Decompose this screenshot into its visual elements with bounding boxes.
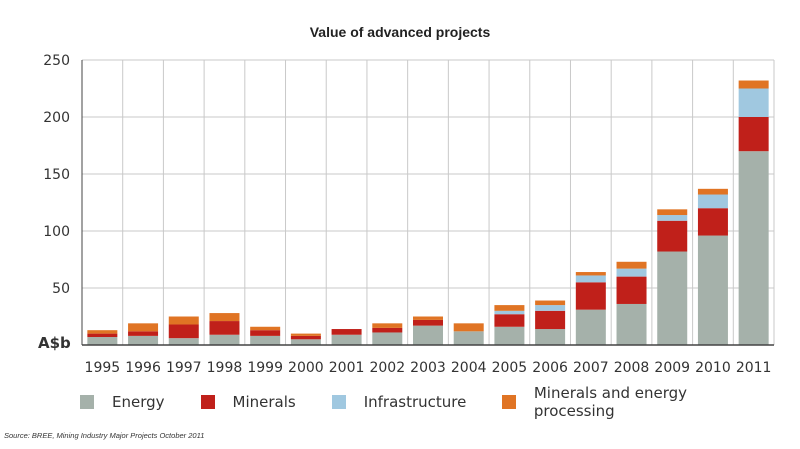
bar-minerals-2011 bbox=[738, 117, 769, 152]
x-tick-label: 2000 bbox=[288, 360, 324, 376]
x-tick-label: 1998 bbox=[207, 360, 243, 376]
legend: Energy Minerals Infrastructure Minerals and… bbox=[80, 384, 800, 420]
legend-item: Minerals bbox=[200, 393, 296, 411]
bar-minerals-1998 bbox=[209, 321, 240, 335]
bar-minerals-and-energy-processing-1996 bbox=[128, 323, 159, 332]
bar-energy-2002 bbox=[372, 332, 403, 345]
stacked-bar-chart: 50 100 150 200 250 1995 1996 1997 1998 1999 2000 20… bbox=[38, 53, 775, 376]
bar-energy-2004 bbox=[453, 331, 484, 345]
bar-minerals-and-energy-processing-1998 bbox=[209, 313, 240, 322]
x-tick-label: 1997 bbox=[166, 360, 202, 376]
y-axis-unit-label: A$b bbox=[38, 334, 71, 352]
bar-energy-2005 bbox=[494, 326, 525, 345]
bar-energy-1998 bbox=[209, 334, 240, 345]
bar-minerals-2005 bbox=[494, 314, 525, 327]
bar-energy-2008 bbox=[616, 303, 647, 345]
bar-minerals-and-energy-processing-2007 bbox=[575, 272, 606, 276]
x-tick-label: 2008 bbox=[614, 360, 650, 376]
bar-infrastructure-2007 bbox=[575, 275, 606, 283]
bar-minerals-and-energy-processing-2004 bbox=[453, 323, 484, 332]
bar-energy-2007 bbox=[575, 309, 606, 345]
bar-minerals-1996 bbox=[128, 331, 159, 336]
bar-minerals-and-energy-processing-2009 bbox=[657, 209, 688, 216]
bar-minerals-and-energy-processing-2010 bbox=[697, 188, 728, 195]
bar-minerals-and-energy-processing-1997 bbox=[168, 316, 199, 325]
x-tick-label: 2005 bbox=[492, 360, 528, 376]
bar-minerals-1999 bbox=[250, 330, 281, 336]
x-tick-label: 2010 bbox=[695, 360, 731, 376]
bar-minerals-2009 bbox=[657, 220, 688, 252]
bar-minerals-and-energy-processing-2002 bbox=[372, 323, 403, 328]
bar-minerals-2002 bbox=[372, 327, 403, 333]
x-tick-label: 1996 bbox=[125, 360, 161, 376]
x-tick-label: 2011 bbox=[736, 360, 772, 376]
x-tick-label: 1999 bbox=[247, 360, 283, 376]
bar-minerals-and-energy-processing-2011 bbox=[738, 80, 769, 89]
bar-energy-2009 bbox=[657, 251, 688, 345]
y-tick-label: 150 bbox=[43, 167, 70, 183]
legend-item: Energy bbox=[80, 393, 165, 411]
axes bbox=[81, 60, 774, 346]
x-tick-label: 2003 bbox=[410, 360, 446, 376]
x-tick-label: 2009 bbox=[654, 360, 690, 376]
y-tick-label: 50 bbox=[52, 281, 70, 297]
bar-energy-1996 bbox=[128, 335, 159, 345]
bar-minerals-2000 bbox=[290, 335, 321, 340]
bar-energy-2000 bbox=[290, 339, 321, 345]
y-tick-label: 200 bbox=[43, 110, 70, 126]
bar-energy-1995 bbox=[87, 337, 118, 345]
bar-minerals-and-energy-processing-1999 bbox=[250, 326, 281, 331]
source-note: Source: BREE, Mining Industry Major Proj… bbox=[4, 431, 205, 440]
bar-minerals-and-energy-processing-2008 bbox=[616, 261, 647, 269]
legend-item: Infrastructure bbox=[331, 393, 467, 411]
tick-labels: 50 100 150 200 250 1995 1996 1997 1998 1999 2000 20… bbox=[43, 53, 771, 376]
bar-minerals-and-energy-processing-2006 bbox=[535, 300, 566, 306]
bar-infrastructure-2009 bbox=[657, 215, 688, 221]
bar-minerals-2010 bbox=[697, 208, 728, 236]
bar-minerals-and-energy-processing-2000 bbox=[290, 333, 321, 336]
y-tick-label: 250 bbox=[43, 53, 70, 69]
legend-label: Minerals and energy processing bbox=[533, 384, 688, 420]
bar-minerals-2006 bbox=[535, 310, 566, 330]
x-tick-label: 2006 bbox=[532, 360, 568, 376]
bar-minerals-2003 bbox=[413, 319, 443, 326]
bar-energy-2006 bbox=[535, 329, 566, 345]
bar-infrastructure-2006 bbox=[535, 305, 566, 311]
bar-minerals-1995 bbox=[87, 333, 118, 338]
bar-energy-2011 bbox=[738, 151, 769, 345]
legend-swatch bbox=[502, 395, 516, 409]
legend-swatch bbox=[331, 395, 346, 409]
legend-swatch bbox=[80, 395, 94, 409]
bar-energy-1997 bbox=[168, 338, 199, 345]
legend-swatch bbox=[200, 395, 215, 409]
bar-energy-2010 bbox=[697, 235, 728, 345]
x-tick-label: 2001 bbox=[329, 360, 365, 376]
bar-minerals-and-energy-processing-2003 bbox=[413, 316, 443, 320]
x-tick-label: 2004 bbox=[451, 360, 487, 376]
bar-infrastructure-2011 bbox=[738, 88, 769, 117]
bar-energy-1999 bbox=[250, 335, 281, 345]
x-tick-label: 2007 bbox=[573, 360, 609, 376]
legend-label: Minerals bbox=[232, 393, 296, 411]
legend-label: Energy bbox=[112, 393, 165, 411]
bar-infrastructure-2010 bbox=[697, 194, 728, 209]
bar-energy-2003 bbox=[413, 325, 443, 345]
y-tick-label: 100 bbox=[43, 224, 70, 240]
legend-label: Infrastructure bbox=[363, 393, 467, 411]
bar-infrastructure-2005 bbox=[494, 310, 525, 315]
legend-item: Minerals and energy processing bbox=[502, 384, 764, 420]
bar-infrastructure-2008 bbox=[616, 268, 647, 277]
gridlines bbox=[81, 59, 775, 345]
bar-minerals-2001 bbox=[331, 329, 362, 335]
bar-minerals-and-energy-processing-2005 bbox=[494, 305, 525, 311]
x-tick-label: 2002 bbox=[369, 360, 405, 376]
bar-minerals-and-energy-processing-1995 bbox=[87, 330, 118, 334]
bars bbox=[87, 80, 769, 345]
bar-energy-2001 bbox=[331, 334, 362, 345]
chart-title: Value of advanced projects bbox=[309, 24, 491, 40]
bar-minerals-2007 bbox=[575, 282, 606, 310]
x-tick-label: 1995 bbox=[85, 360, 121, 376]
bar-minerals-2008 bbox=[616, 276, 647, 304]
bar-minerals-1997 bbox=[168, 324, 199, 339]
